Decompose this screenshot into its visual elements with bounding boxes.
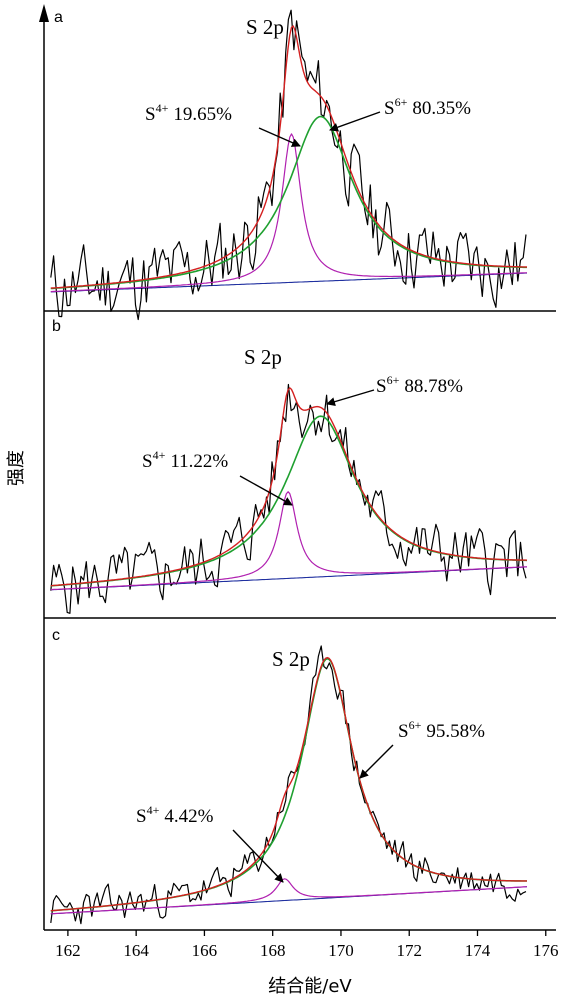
- panel-b-s4-annotation: S4+ 11.22%: [142, 448, 228, 472]
- panel-a-baseline-line: [50, 272, 527, 293]
- panel-c-s4-charge: 4+: [147, 803, 160, 817]
- panel-a-s6-percent: 80.35%: [412, 98, 471, 119]
- panel-c-raw-spectrum-line: [50, 645, 527, 925]
- x-tick-label-176: 176: [533, 941, 559, 960]
- panel-b-s4-percent: 11.22%: [170, 451, 228, 472]
- panel-a-label: a: [54, 9, 63, 26]
- panel-c-s6-percent: 95.58%: [426, 721, 485, 742]
- panel-a-s4-arrow: [258, 127, 301, 147]
- panel-a-s6-annotation: S6+ 80.35%: [384, 95, 471, 119]
- panel-c-s4-arrow: [232, 829, 284, 883]
- panel-a-s4-percent: 19.65%: [173, 104, 232, 125]
- panel-c: c S 2p S4+ 4.42% S6+ 95.58%: [50, 627, 528, 925]
- panel-a-raw-spectrum-line: [50, 9, 527, 321]
- y-axis-arrow-icon: [39, 4, 49, 22]
- panel-c-s6-annotation: S6+ 95.58%: [398, 718, 485, 742]
- panel-b-s6-annotation: S6+ 88.78%: [376, 373, 463, 397]
- x-tick-label-168: 168: [260, 941, 286, 960]
- panel-c-curves: [50, 645, 528, 925]
- panel-a: a S 2p S4+ 19.65% S6+ 80.35%: [50, 9, 528, 321]
- panel-b: b S 2p S4+ 11.22% S6+ 88.78%: [50, 318, 528, 614]
- panel-a-envelope-line: [50, 25, 528, 289]
- x-tick-label-174: 174: [465, 941, 491, 960]
- x-tick-label-170: 170: [328, 941, 354, 960]
- panel-c-title: S 2p: [272, 647, 310, 671]
- panel-c-s4-component-line: [50, 878, 528, 915]
- panel-a-title: S 2p: [246, 15, 284, 39]
- panel-a-s4-annotation: S4+ 19.65%: [145, 101, 232, 125]
- panel-b-s6-charge: 6+: [387, 373, 400, 387]
- panel-c-envelope-line: [50, 656, 527, 912]
- x-axis-label: 结合能/eV: [268, 976, 352, 997]
- x-tick-label-164: 164: [123, 941, 149, 960]
- x-tick-label-162: 162: [55, 941, 81, 960]
- panel-b-s4-charge: 4+: [153, 448, 166, 462]
- panel-b-envelope-line: [50, 387, 528, 587]
- panel-c-s4-name: S: [136, 806, 147, 827]
- panel-c-s6-charge: 6+: [409, 718, 422, 732]
- panel-a-s6-arrow: [329, 111, 381, 132]
- panel-b-s6-name: S: [376, 376, 387, 397]
- panel-b-s6-arrow: [326, 389, 375, 407]
- panel-a-s6-name: S: [384, 98, 395, 119]
- panel-b-title: S 2p: [244, 345, 282, 369]
- panel-b-s4-component-line: [50, 491, 527, 591]
- x-tick-label-166: 166: [192, 941, 218, 960]
- panel-c-s4-percent: 4.42%: [164, 806, 213, 827]
- panel-b-label: b: [52, 318, 61, 335]
- panel-a-s4-name: S: [145, 104, 156, 125]
- panel-b-raw-spectrum-line: [50, 383, 527, 614]
- panel-a-s4-charge: 4+: [156, 101, 169, 115]
- panel-b-curves: [50, 383, 528, 614]
- panel-c-s6-arrow: [359, 744, 394, 779]
- panel-b-s4-arrow: [239, 475, 293, 506]
- x-axis-ticks: 162 164 166 168 170 172 174 176: [55, 930, 559, 960]
- panel-a-curves: [50, 9, 528, 321]
- panel-a-s6-charge: 6+: [395, 95, 408, 109]
- y-axis-label: 强度: [6, 450, 27, 486]
- panel-c-label: c: [52, 627, 60, 644]
- panel-b-s4-name: S: [142, 451, 153, 472]
- panel-b-s6-percent: 88.78%: [404, 376, 463, 397]
- panel-c-s4-annotation: S4+ 4.42%: [136, 803, 214, 827]
- x-tick-label-172: 172: [396, 941, 422, 960]
- panel-c-s6-name: S: [398, 721, 409, 742]
